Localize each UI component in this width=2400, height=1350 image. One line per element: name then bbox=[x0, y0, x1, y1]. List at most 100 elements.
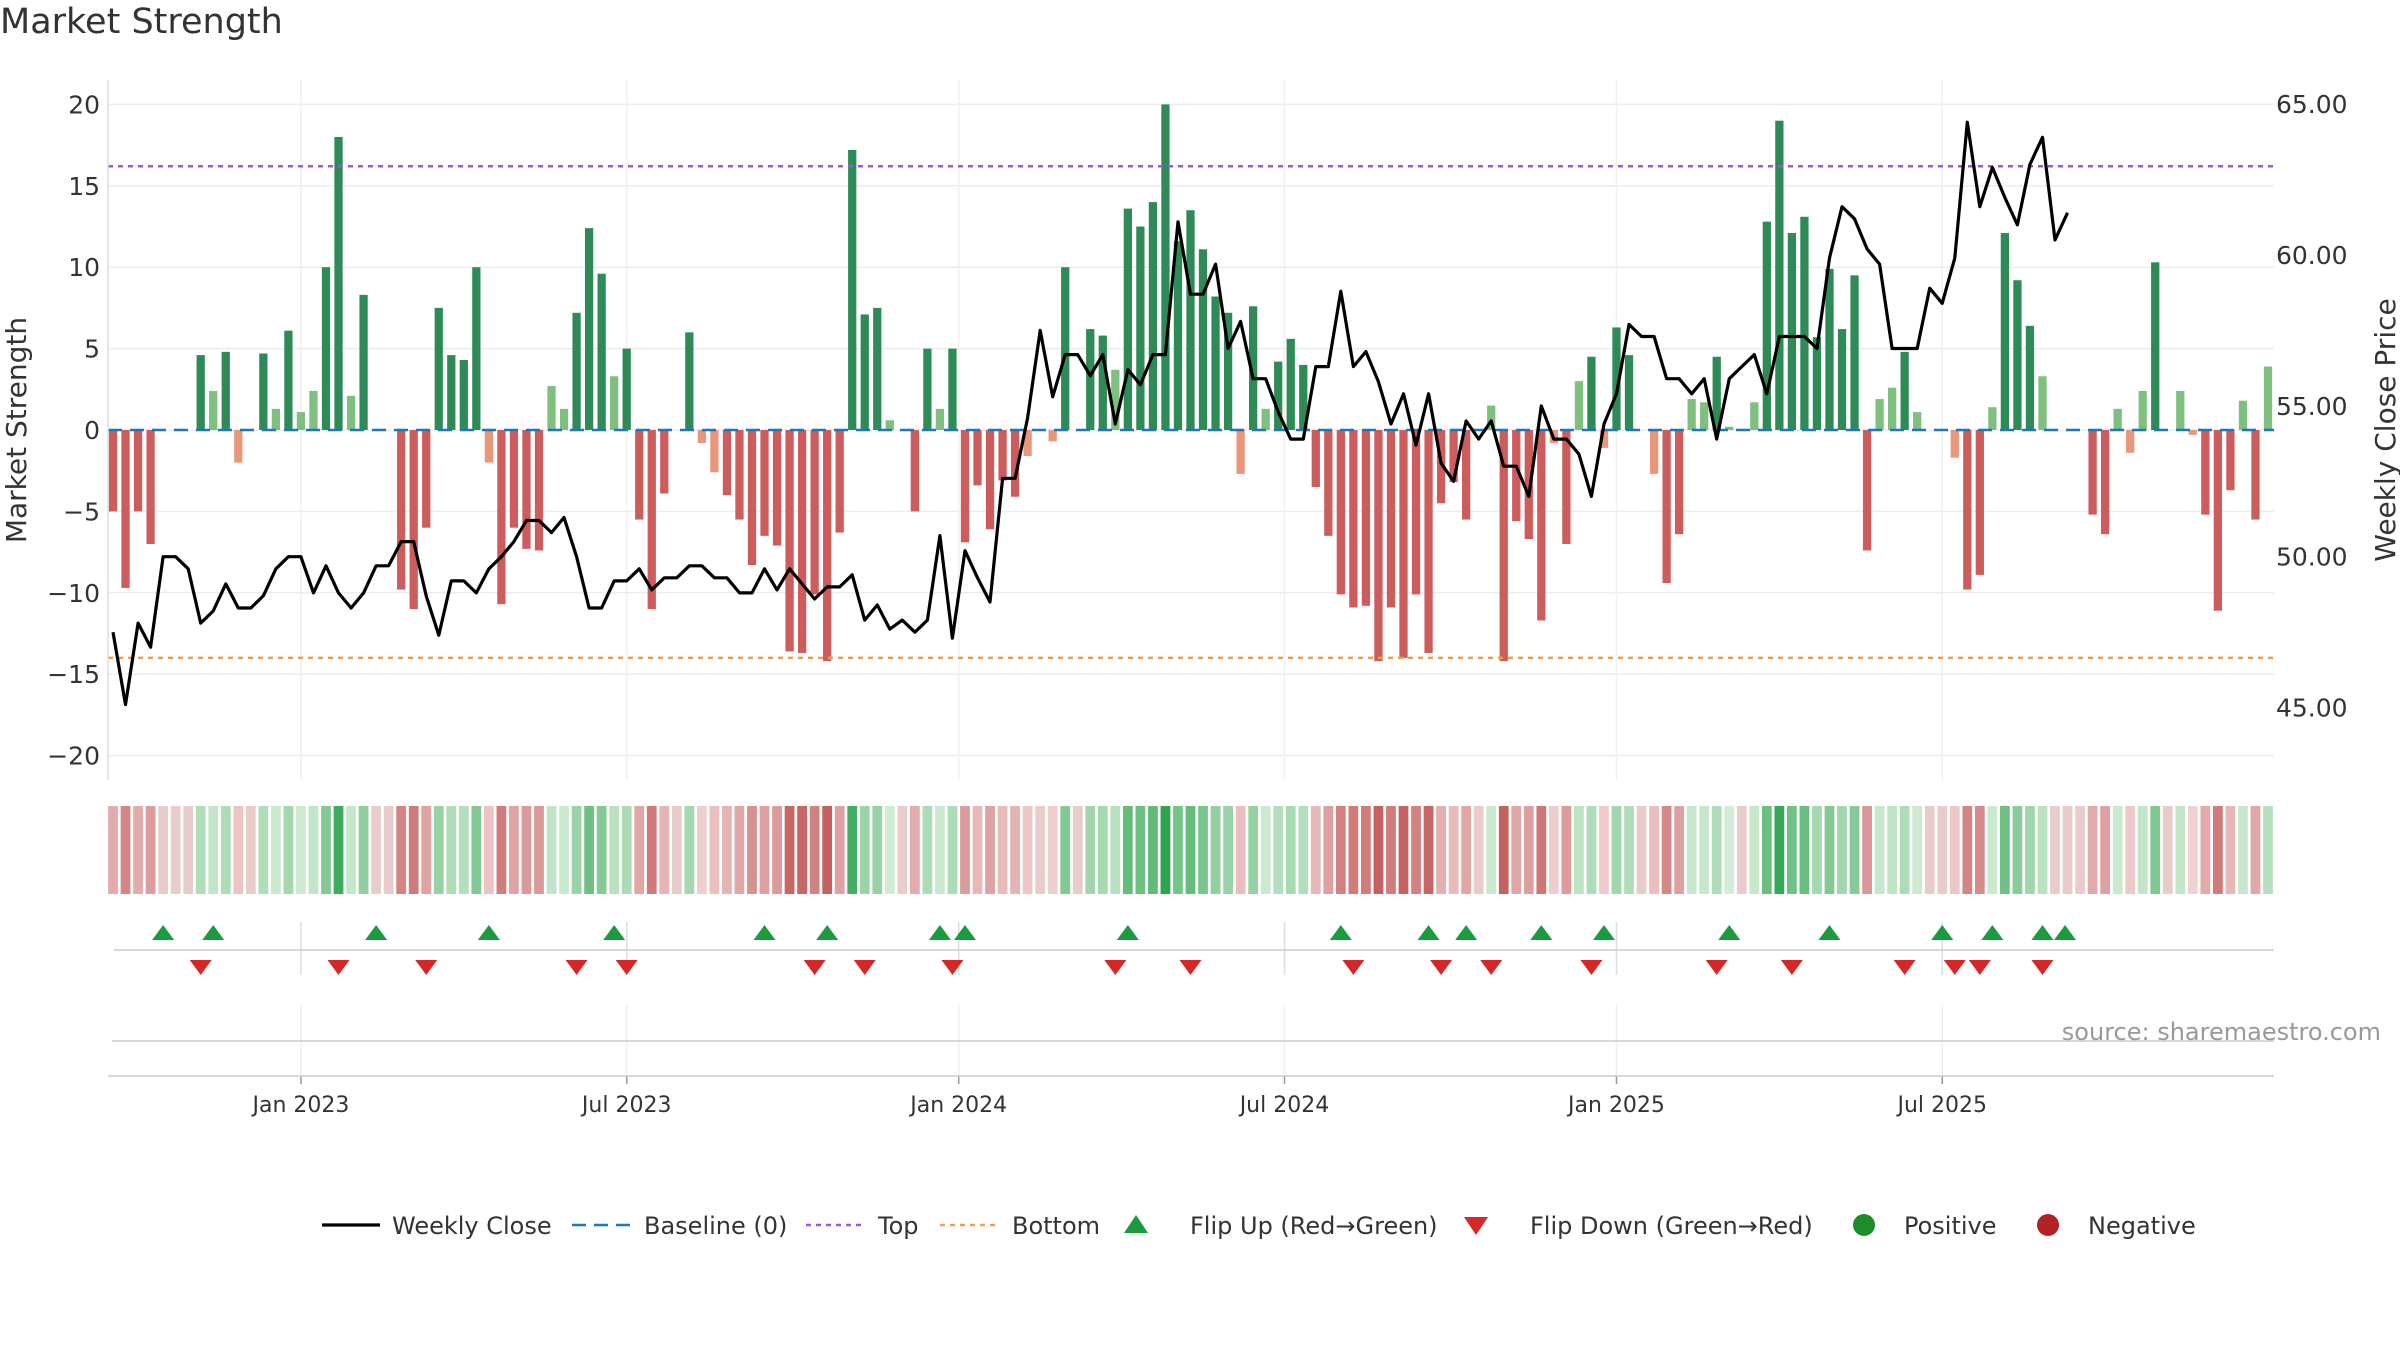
strength-bar bbox=[1487, 405, 1496, 430]
heat-cell bbox=[784, 806, 795, 894]
strength-bar bbox=[1010, 430, 1020, 497]
heat-cell bbox=[972, 806, 983, 894]
heat-cell bbox=[1987, 806, 1998, 894]
heat-cell bbox=[1674, 806, 1685, 894]
heat-cell bbox=[1711, 806, 1722, 894]
heat-cell bbox=[108, 806, 118, 894]
strength-bar bbox=[397, 430, 406, 590]
heat-cell bbox=[1348, 806, 1359, 894]
heat-cell bbox=[2012, 806, 2023, 894]
heat-cell bbox=[1398, 806, 1409, 894]
legend-item: Flip Down (Green→Red) bbox=[1464, 1212, 1813, 1240]
heat-cell bbox=[2125, 806, 2136, 894]
legend-label: Bottom bbox=[1012, 1212, 1100, 1240]
strength-bar bbox=[622, 348, 631, 430]
legend-item: Top bbox=[806, 1212, 919, 1240]
strength-bar bbox=[196, 355, 205, 430]
strength-bar bbox=[722, 430, 732, 496]
heat-cell bbox=[458, 806, 469, 894]
heat-cell bbox=[696, 806, 707, 894]
right-tick-label: 65.00 bbox=[2276, 90, 2348, 119]
strength-bar bbox=[1361, 430, 1371, 606]
heat-cell bbox=[2187, 806, 2198, 894]
heat-cell bbox=[1085, 806, 1096, 894]
legend-item: Negative bbox=[2037, 1212, 2196, 1240]
strength-heat-strip bbox=[108, 806, 2273, 894]
heat-cell bbox=[2263, 806, 2273, 894]
strength-bar bbox=[271, 408, 281, 430]
flip-down-marker bbox=[327, 960, 350, 975]
strength-bar bbox=[1336, 430, 1345, 595]
heat-cell bbox=[1799, 806, 1810, 894]
heat-cell bbox=[1486, 806, 1497, 894]
strength-bar bbox=[960, 430, 970, 543]
heat-cell bbox=[1574, 806, 1584, 894]
strength-bar bbox=[1399, 430, 1408, 658]
strength-bar bbox=[259, 353, 268, 430]
heat-cell bbox=[1273, 806, 1284, 894]
strength-bar bbox=[1499, 430, 1508, 662]
strength-bar bbox=[760, 430, 769, 536]
heat-cell bbox=[1699, 806, 1710, 894]
flip-up-marker bbox=[1455, 925, 1478, 940]
strength-bar bbox=[534, 430, 544, 551]
legend-item: Baseline (0) bbox=[572, 1212, 787, 1240]
strength-bar bbox=[509, 430, 519, 528]
axes: 20 15 10 5 0 −5 −10 −15 −20 65.00 60.00 55.00 50.00 4… bbox=[0, 80, 2400, 1118]
legend-label: Top bbox=[877, 1212, 919, 1240]
strength-bar bbox=[1236, 430, 1245, 474]
heat-cell bbox=[922, 806, 933, 894]
heat-cell bbox=[1586, 806, 1597, 894]
heat-cell bbox=[1887, 806, 1898, 894]
heat-cell bbox=[1523, 806, 1534, 894]
heat-cell bbox=[859, 806, 870, 894]
heat-cell bbox=[709, 806, 720, 894]
strength-bar bbox=[697, 430, 707, 444]
strength-bar bbox=[1449, 430, 1458, 483]
heat-cell bbox=[834, 806, 845, 894]
heat-cell bbox=[2112, 806, 2123, 894]
strength-bar bbox=[2251, 430, 2260, 520]
strength-bar bbox=[1223, 312, 1233, 430]
left-tick-label: −5 bbox=[63, 497, 100, 526]
strength-bar bbox=[1574, 381, 1584, 430]
strength-bar bbox=[1913, 412, 1922, 430]
legend-label: Negative bbox=[2088, 1212, 2196, 1240]
heat-cell bbox=[483, 806, 494, 894]
heat-cell bbox=[471, 806, 482, 894]
strength-bar bbox=[1136, 226, 1145, 430]
heat-cell bbox=[208, 806, 219, 894]
left-tick-label: 5 bbox=[84, 335, 100, 364]
heat-cell bbox=[1774, 806, 1785, 894]
strength-bar bbox=[296, 412, 306, 430]
heat-cell bbox=[1974, 806, 1985, 894]
heat-cell bbox=[809, 806, 820, 894]
strength-bar bbox=[1562, 430, 1571, 544]
flip-up-marker bbox=[477, 925, 500, 940]
x-tick-label: Jan 2025 bbox=[1566, 1093, 1665, 1118]
heat-cell bbox=[671, 806, 682, 894]
heat-cell bbox=[847, 806, 858, 894]
flip-down-marker bbox=[1580, 960, 1603, 975]
flip-down-marker bbox=[1342, 960, 1365, 975]
flip-up-marker bbox=[2054, 925, 2077, 940]
heat-cell bbox=[1611, 806, 1622, 894]
legend-positive-icon bbox=[1853, 1214, 1875, 1236]
strength-bar bbox=[2201, 430, 2210, 515]
strength-bar bbox=[1900, 351, 1909, 430]
strength-bar bbox=[2213, 430, 2223, 611]
strength-bar bbox=[359, 294, 368, 430]
strength-bar bbox=[1048, 430, 1057, 442]
heat-cell bbox=[747, 806, 757, 894]
heat-cell bbox=[120, 806, 131, 894]
strength-bar bbox=[1725, 426, 1734, 430]
heat-cell bbox=[1937, 806, 1948, 894]
heat-cell bbox=[2250, 806, 2261, 894]
strength-bar bbox=[1812, 337, 1822, 430]
heat-cell bbox=[321, 806, 331, 894]
strength-bar bbox=[1825, 268, 1834, 430]
strength-bar bbox=[1762, 221, 1771, 430]
strength-bar bbox=[1374, 430, 1383, 662]
heat-cell bbox=[1536, 806, 1547, 894]
strength-bar bbox=[1837, 329, 1847, 430]
